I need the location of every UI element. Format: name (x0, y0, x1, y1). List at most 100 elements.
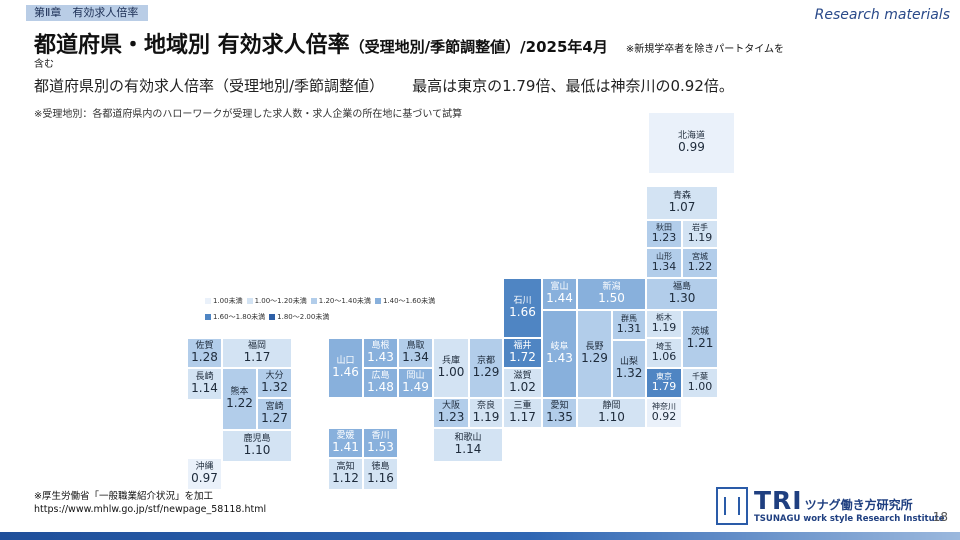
research-materials-label: Research materials (814, 7, 950, 23)
tri-logo-top: TRI ツナグ働き方研究所 (754, 488, 944, 513)
tile-toyama: 富山 1.44 (542, 278, 577, 310)
page-title: 都道府県・地域別 有効求人倍率（受理地別/季節調整値）/2025年4月 ※新規学卒… (34, 27, 784, 59)
lead-highlight: 最高は東京の1.79倍、最低は神奈川の0.92倍。 (412, 77, 734, 95)
pref-name: 京都 (476, 355, 495, 366)
tile-kochi: 高知 1.12 (328, 458, 363, 490)
pref-value: 1.50 (598, 291, 625, 306)
legend-label: 1.20～1.40未満 (318, 297, 371, 305)
legend-row-1: 1.00未満 1.00～1.20未満 1.20～1.40未満 1.40～1.60… (205, 296, 435, 306)
pref-value: 0.99 (678, 140, 705, 155)
tri-logo-text: TRI ツナグ働き方研究所 TSUNAGU work style Researc… (754, 488, 944, 524)
tile-iwate: 岩手 1.19 (682, 220, 718, 248)
legend-label: 1.80～2.00未満 (277, 313, 330, 321)
source-line-1: ※厚生労働省「一般職業紹介状況」を加工 (34, 491, 213, 502)
pref-name: 高知 (336, 461, 355, 472)
bottom-accent-bar (0, 532, 960, 540)
pref-value: 1.29 (472, 365, 500, 380)
lead-subtitle: 都道府県別の有効求人倍率（受理地別/季節調整値） (34, 77, 385, 95)
pref-name: 山梨 (619, 356, 638, 367)
tile-gunma: 群馬 1.31 (612, 310, 646, 340)
title-note: ※新規学卒者を除きパートタイムを (625, 44, 785, 55)
pref-name: 富山 (550, 281, 569, 292)
tile-nara: 奈良 1.19 (469, 398, 503, 428)
legend-item: 1.60～1.80未満 (205, 312, 265, 322)
legend-item: 1.00未満 (205, 296, 243, 306)
tile-ibaraki: 茨城 1.21 (682, 310, 718, 368)
pref-value: 1.17 (243, 350, 271, 365)
pref-name: 三重 (513, 400, 532, 411)
source-url[interactable]: https://www.mhlw.go.jp/stf/newpage_58118… (34, 503, 267, 515)
legend-item: 1.40～1.60未満 (374, 296, 435, 306)
pref-value: 1.30 (668, 291, 696, 306)
pref-name: 長崎 (195, 371, 214, 382)
pref-value: 0.97 (191, 471, 218, 486)
pref-name: 東京 (656, 372, 672, 382)
legend-row-2: 1.60～1.80未満 1.80～2.00未満 (205, 312, 329, 322)
pref-value: 1.31 (616, 322, 642, 336)
tile-okinawa: 沖縄 0.97 (187, 458, 222, 490)
pref-name: 宮城 (692, 252, 708, 262)
pref-name: 埼玉 (656, 342, 672, 352)
pref-value: 1.49 (402, 380, 429, 395)
tile-kyoto: 京都 1.29 (469, 338, 503, 398)
pref-name: 和歌山 (454, 432, 482, 443)
tile-tokushima: 徳島 1.16 (363, 458, 398, 490)
pref-name: 栃木 (656, 313, 672, 323)
legend-label: 1.00～1.20未満 (254, 297, 307, 305)
legend-swatch (310, 298, 317, 304)
pref-value: 1.00 (437, 365, 465, 380)
pref-value: 1.32 (615, 366, 643, 381)
pref-name: 山口 (336, 355, 355, 366)
pref-value: 1.02 (509, 380, 536, 395)
pref-value: 1.14 (454, 442, 482, 457)
pref-name: 福岡 (247, 340, 266, 351)
pref-value: 1.23 (651, 231, 677, 245)
pref-name: 鹿児島 (243, 433, 271, 444)
pref-value: 1.32 (261, 380, 288, 395)
tile-shimane: 島根 1.43 (363, 338, 398, 368)
legend-swatch (269, 314, 276, 320)
tile-tottori: 鳥取 1.34 (398, 338, 433, 368)
pref-value: 1.41 (332, 440, 359, 455)
legend-label: 1.00未満 (213, 297, 243, 305)
source-note: ※厚生労働省「一般職業紹介状況」を加工 https://www.mhlw.go.… (34, 491, 266, 517)
tile-kumamoto: 熊本 1.22 (222, 368, 257, 430)
pref-name: 沖縄 (195, 461, 214, 472)
tile-fukushima: 福島 1.30 (646, 278, 718, 310)
pref-value: 1.34 (651, 260, 677, 274)
pref-name: 兵庫 (441, 355, 460, 366)
pref-name: 徳島 (371, 461, 390, 472)
pref-value: 1.17 (509, 410, 536, 425)
pref-name: 青森 (672, 190, 691, 201)
tile-aichi: 愛知 1.35 (542, 398, 577, 428)
tile-fukuoka: 福岡 1.17 (222, 338, 292, 368)
pref-name: 石川 (513, 295, 532, 306)
tile-niigata: 新潟 1.50 (577, 278, 646, 310)
tile-nagasaki: 長崎 1.14 (187, 368, 222, 400)
pref-name: 群馬 (621, 314, 637, 324)
pref-value: 1.06 (651, 350, 677, 364)
tile-hokkaido: 北海道 0.99 (648, 112, 735, 174)
tri-logo: TRI ツナグ働き方研究所 TSUNAGU work style Researc… (716, 487, 944, 525)
pref-value: 1.10 (598, 410, 625, 425)
pref-name: 静岡 (602, 400, 621, 411)
pref-value: 1.19 (687, 231, 713, 245)
pref-value: 1.35 (546, 410, 573, 425)
tile-osaka: 大阪 1.23 (433, 398, 469, 428)
title-main: 都道府県・地域別 有効求人倍率 (34, 33, 350, 58)
tile-saitama: 埼玉 1.06 (646, 338, 682, 368)
tile-yamagata: 山形 1.34 (646, 248, 682, 278)
tile-ehime: 愛媛 1.41 (328, 428, 363, 458)
tile-ishikawa: 石川 1.66 (503, 278, 542, 338)
legend-label: 1.60～1.80未満 (213, 313, 266, 321)
pref-value: 1.07 (668, 200, 696, 215)
pref-name: 宮崎 (265, 401, 284, 412)
pref-name: 滋賀 (513, 370, 532, 381)
title-sub: （受理地別/季節調整値）/2025年4月 (349, 38, 608, 56)
pref-value: 1.43 (367, 350, 394, 365)
pref-value: 1.14 (191, 381, 218, 396)
tile-miyazaki: 宮崎 1.27 (257, 398, 292, 430)
legend-swatch (246, 298, 253, 304)
tile-shiga: 滋賀 1.02 (503, 368, 542, 398)
pref-value: 1.72 (509, 350, 536, 365)
